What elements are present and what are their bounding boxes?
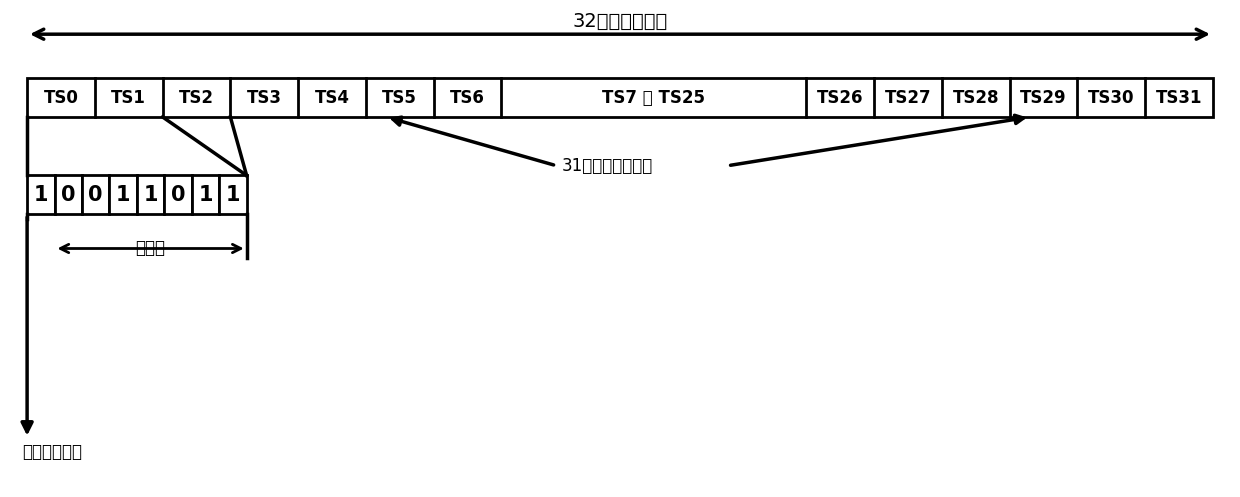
Bar (109, 175, 136, 214)
Text: 0: 0 (171, 185, 185, 205)
Text: TS26: TS26 (817, 88, 863, 106)
Text: TS31: TS31 (1156, 88, 1203, 106)
Text: 0: 0 (88, 185, 103, 205)
Text: 1: 1 (33, 185, 48, 205)
Text: 1: 1 (115, 185, 130, 205)
Text: 国际通信保留: 国际通信保留 (22, 443, 82, 461)
Bar (219, 175, 247, 214)
Text: 1: 1 (226, 185, 241, 205)
Text: 同步码: 同步码 (135, 240, 166, 257)
Text: TS7 ～ TS25: TS7 ～ TS25 (603, 88, 706, 106)
Text: 32时隙组成一帧: 32时隙组成一帧 (573, 12, 667, 31)
Bar (136, 175, 164, 214)
Bar (82, 175, 109, 214)
Text: 31个用户数据时隙: 31个用户数据时隙 (562, 157, 652, 175)
Text: TS5: TS5 (382, 88, 417, 106)
Text: TS2: TS2 (179, 88, 215, 106)
Bar (55, 175, 82, 214)
Bar (164, 175, 192, 214)
Text: TS1: TS1 (112, 88, 146, 106)
Text: 1: 1 (144, 185, 157, 205)
Text: TS27: TS27 (884, 88, 931, 106)
Text: TS30: TS30 (1087, 88, 1135, 106)
Bar (27, 78, 1213, 117)
Text: TS4: TS4 (315, 88, 350, 106)
Text: TS28: TS28 (952, 88, 999, 106)
Text: TS6: TS6 (450, 88, 485, 106)
Text: 0: 0 (61, 185, 76, 205)
Text: 1: 1 (198, 185, 213, 205)
Text: TS3: TS3 (247, 88, 281, 106)
Bar (192, 175, 219, 214)
Text: TS0: TS0 (43, 88, 78, 106)
Bar (27, 175, 55, 214)
Text: TS29: TS29 (1021, 88, 1066, 106)
